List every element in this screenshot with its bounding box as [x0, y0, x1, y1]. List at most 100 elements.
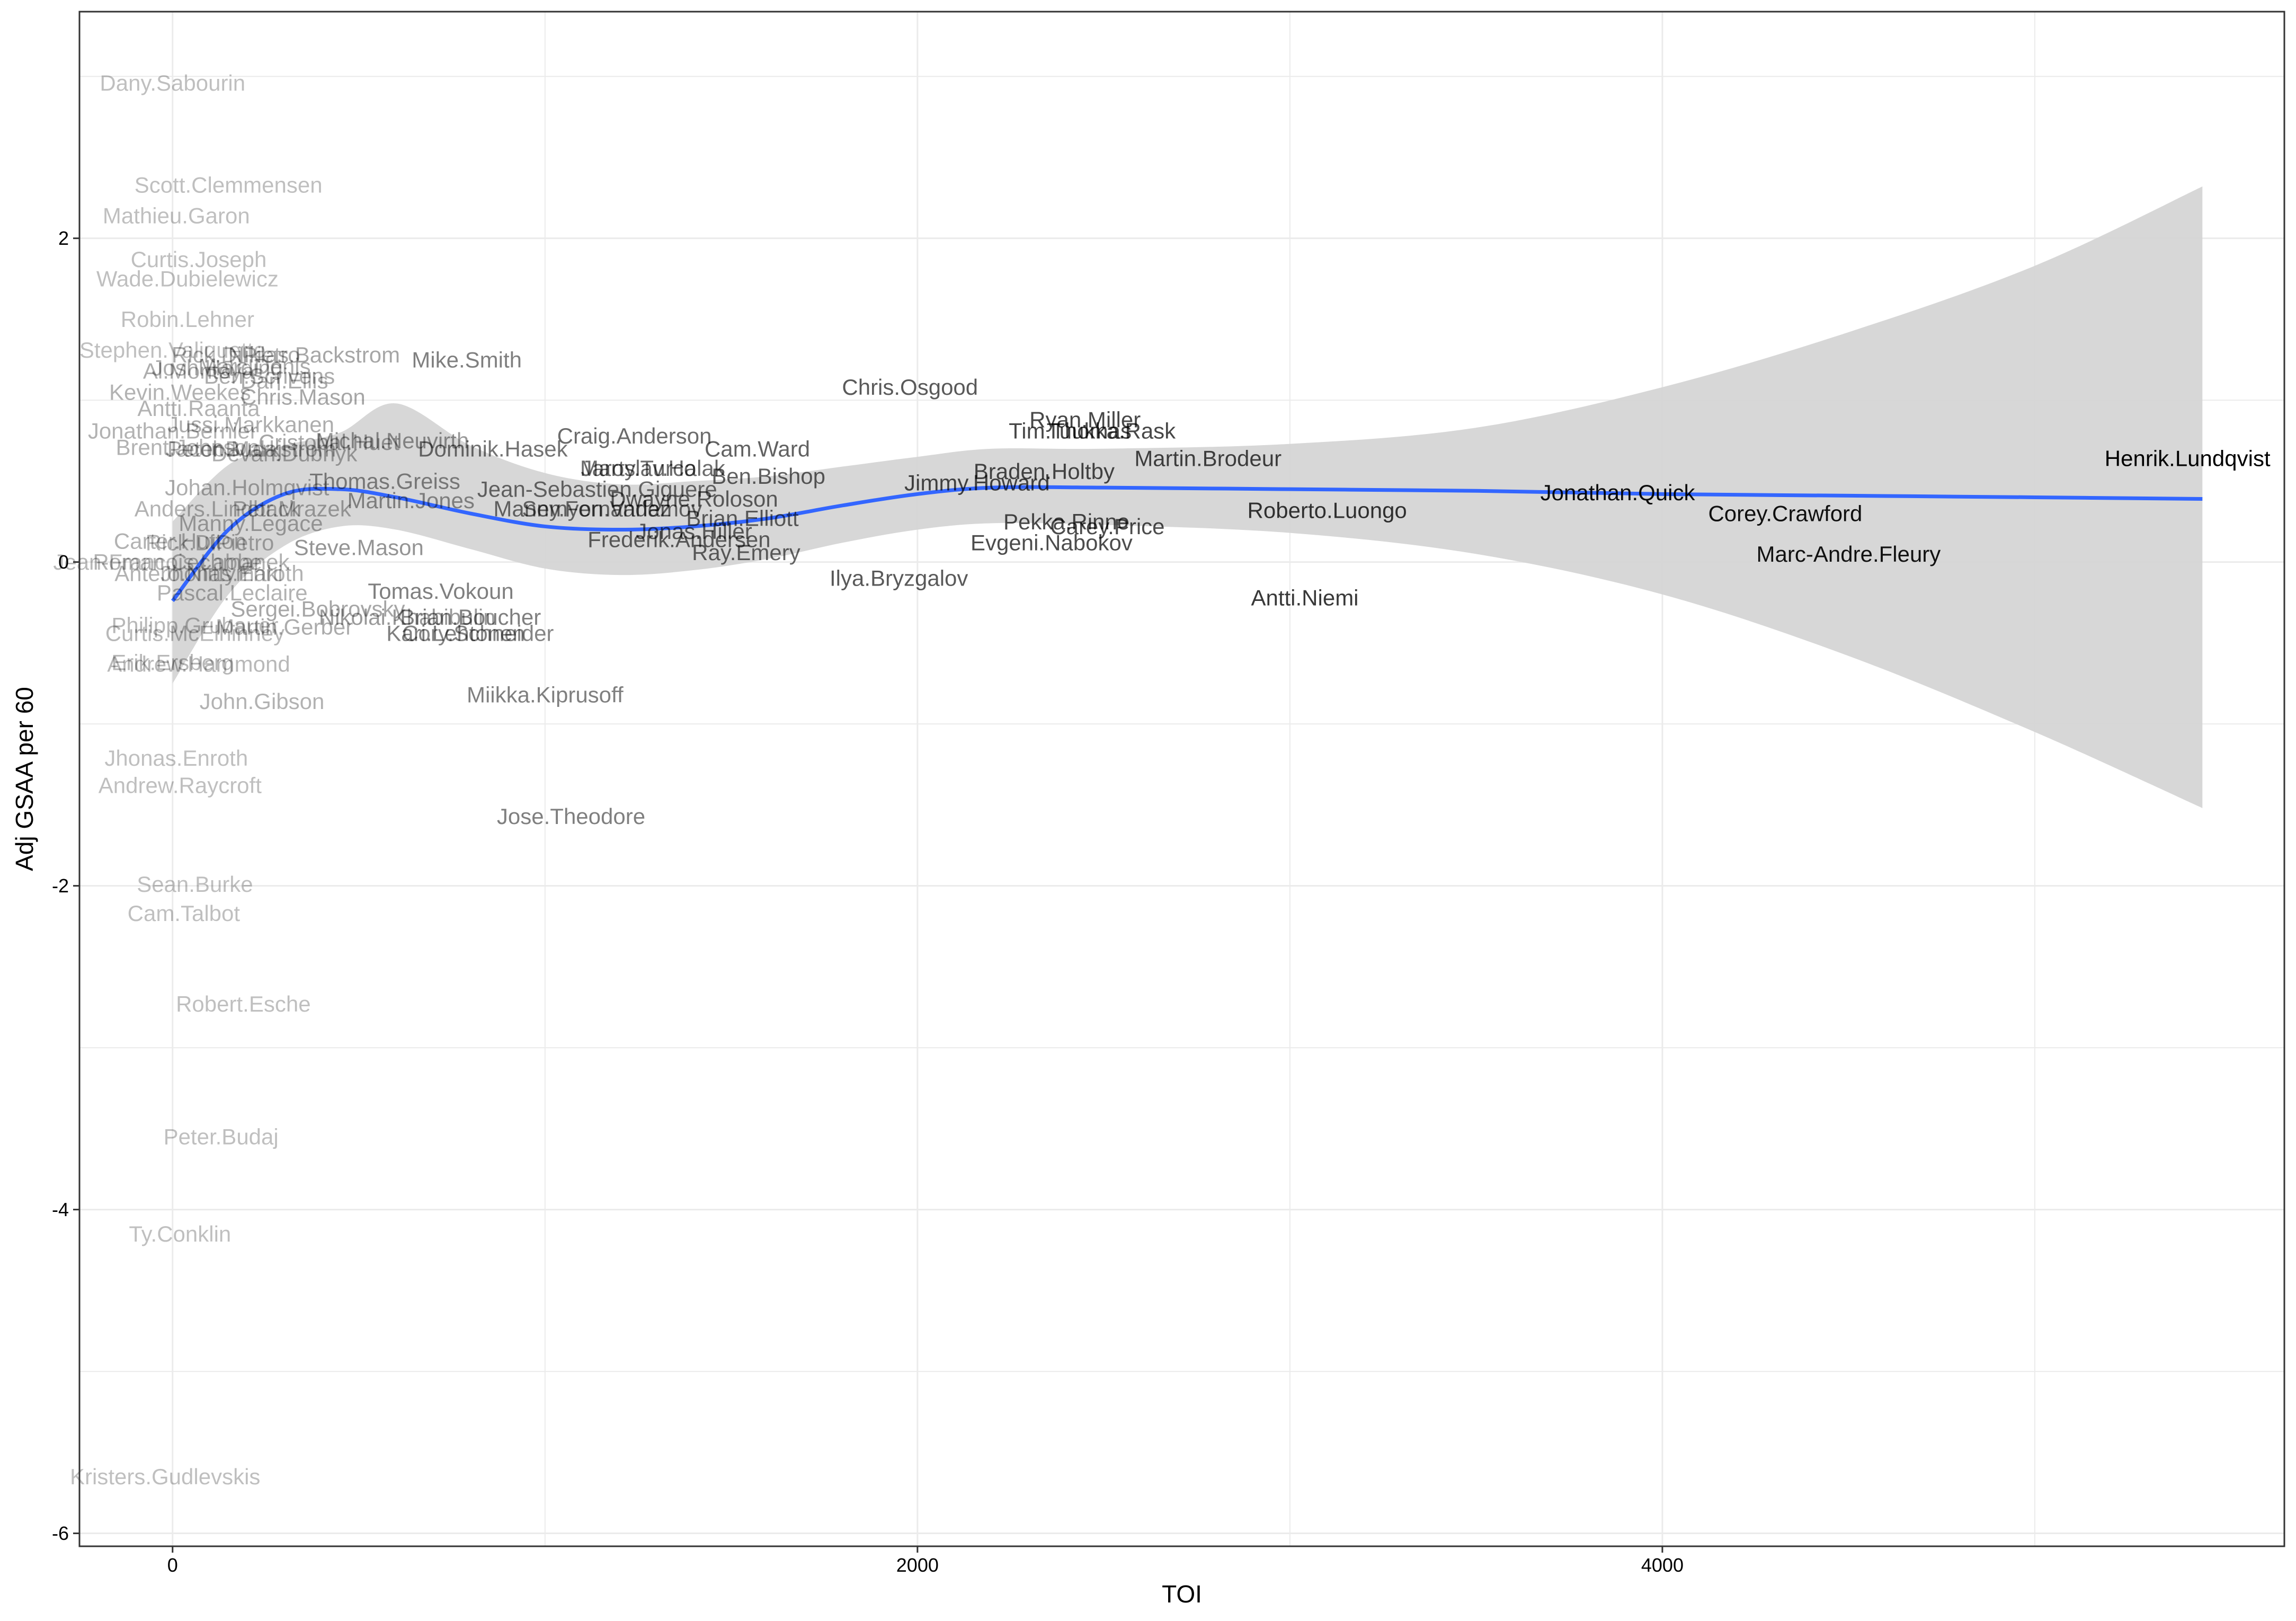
point-label: Manny.Legace: [179, 511, 323, 536]
point-label: Ilya.Bryzgalov: [830, 566, 968, 591]
point-label: Mathieu.Garon: [103, 203, 250, 228]
point-label: Tomas.Vokoun: [368, 579, 514, 604]
point-label: Dwayne.Roloson: [610, 486, 778, 511]
point-label: Evgeni.Nabokov: [971, 530, 1133, 555]
point-label: Stephen.Valiquette: [79, 338, 266, 362]
point-label: Antti.Raanta: [137, 396, 260, 421]
point-label: Wade.Dubielewicz: [96, 267, 279, 291]
y-tick-label: -6: [52, 1522, 69, 1544]
point-label: Braden.Holtby: [974, 459, 1115, 484]
point-label: Henrik.Lundqvist: [2105, 446, 2271, 471]
point-label: Antti.Niemi: [1251, 585, 1358, 610]
point-label: Rick.DiPietro: [146, 530, 274, 555]
point-label: Josh.Harding: [152, 356, 282, 380]
point-label: Jacob.Markstrom: [165, 436, 336, 461]
point-label: Marty.Turco: [580, 456, 696, 481]
point-label: Martin.Gerber: [216, 614, 353, 639]
point-label: Marc.Denis: [198, 354, 310, 379]
point-label: Martin.Jones: [347, 488, 474, 513]
x-axis-title: TOI: [1162, 1580, 1202, 1608]
point-label: Jose.Theodore: [497, 804, 645, 829]
point-label: Kevin.Weekes: [109, 379, 251, 404]
point-label: Ben.Bishop: [711, 464, 825, 489]
grid-lines: [79, 12, 2284, 1546]
point-label: Jhonas.Enroth: [161, 561, 304, 586]
point-label: Carey.Price: [1050, 514, 1164, 539]
point-label: Miikka.Kiprusoff: [467, 683, 624, 707]
point-label: Sean.Burke: [137, 872, 253, 897]
point-label: Kristers.Gudlevskis: [70, 1464, 260, 1489]
point-label: Peter.Budaj: [164, 1124, 279, 1149]
point-label: Kari.Lehtonen: [386, 621, 525, 646]
point-label: Robin.Lehner: [121, 307, 254, 332]
point-label: Chris.Mason: [241, 385, 366, 410]
point-label: Jussi.Markkanen: [167, 412, 334, 437]
point-label: Pekka.Rinne: [1003, 509, 1129, 534]
point-label: John.Gibson: [200, 689, 325, 714]
confidence-band-layer: [172, 186, 2203, 808]
point-label: Robert.Esche: [176, 991, 310, 1016]
point-label: Curtis.Joseph: [131, 247, 267, 272]
point-label: Corey.Crawford: [1708, 501, 1862, 526]
point-labels: Henrik.Lundqvist Jonathan.Quick Corey.Craw…: [53, 70, 2271, 1489]
point-label: Marc-Andre.Fleury: [1757, 542, 1941, 566]
point-label: Sergei.Bobrovsky: [230, 597, 405, 622]
y-tick-label: 2: [58, 227, 69, 249]
point-label: Brian.Elliott: [686, 506, 799, 531]
point-label: Andrew.Raycroft: [99, 773, 262, 798]
panel-border: [78, 11, 2285, 1547]
point-label: Dany.Sabourin: [100, 70, 245, 95]
point-label: Jaroslav.Halak: [581, 456, 726, 481]
point-label: Thomas.Greiss: [309, 468, 460, 493]
point-label: Brian.Boucher: [400, 605, 541, 630]
point-label: Jhonas.Enroth: [104, 746, 248, 770]
point-label: Niklas.Backstrom: [228, 342, 400, 367]
point-label: Johan.Holmqvist: [165, 475, 330, 500]
point-label: Chris.Osgood: [842, 375, 978, 400]
point-label: Frederik.Andersen: [588, 527, 771, 552]
point-label: Nikolai.Khabibulin: [319, 605, 496, 630]
point-label: Jean-Francois.Labbe: [53, 550, 262, 574]
point-label: Dominik.Hasek: [418, 436, 568, 461]
point-label: Jimmy.Howard: [904, 470, 1050, 495]
x-tick-label: 0: [167, 1554, 178, 1576]
point-label: Ben.Scrivens: [204, 364, 335, 388]
point-label: Ty.Conklin: [129, 1221, 231, 1246]
y-axis-title: Adj GSAA per 60: [11, 687, 38, 871]
smooth-line-layer: [171, 485, 2203, 603]
point-label: Al.Montoya: [143, 359, 255, 384]
smooth-trend-line: [171, 485, 2203, 603]
point-label: Carter.Hutton: [114, 528, 246, 553]
point-label: Dan.Ellis: [241, 368, 328, 393]
x-tick-label: 4000: [1641, 1554, 1684, 1576]
point-label: Philipp.Grubauer: [111, 613, 278, 637]
x-axis-ticks: 0 2000 4000: [167, 1546, 1684, 1576]
point-label: Andrew.Hammond: [107, 652, 290, 677]
point-label: Jonathan.Bernier: [88, 419, 257, 444]
point-label: Rick.DiPietro: [172, 342, 300, 367]
point-label: Cam.Talbot: [128, 901, 241, 926]
point-label: Semyon.Varlamov: [522, 496, 702, 521]
point-label: Ray.Emery: [692, 540, 800, 565]
y-tick-label: -2: [52, 875, 69, 897]
point-label: Anders.Lindback: [135, 496, 301, 521]
point-label: Manny.Fernandez: [493, 496, 671, 521]
point-label: Michal.Neuvirth: [316, 428, 469, 453]
confidence-band: [172, 186, 2203, 808]
point-label: Cam.Ward: [705, 436, 810, 461]
point-label: Jonathan.Quick: [1541, 480, 1696, 505]
point-label: Antero.Niittymaki: [114, 561, 282, 586]
point-label: Roman.Cechmanek: [93, 550, 290, 574]
point-label: Cristobal.Huet: [259, 430, 399, 455]
point-label: Tim.Thomas: [1009, 419, 1132, 444]
point-label: Devan.Dubnyk: [211, 441, 358, 466]
y-tick-label: -4: [52, 1199, 69, 1220]
point-label: Petr.Mrazek: [233, 496, 352, 521]
point-label: Peter.Budaj: [167, 436, 282, 461]
point-label: Steve.Mason: [294, 535, 424, 560]
point-label: Pascal.Leclaire: [157, 580, 308, 605]
point-label: Brent.Johnson: [115, 435, 259, 459]
point-label: Cory.Schneider: [402, 621, 554, 646]
y-tick-label: 0: [58, 551, 69, 573]
